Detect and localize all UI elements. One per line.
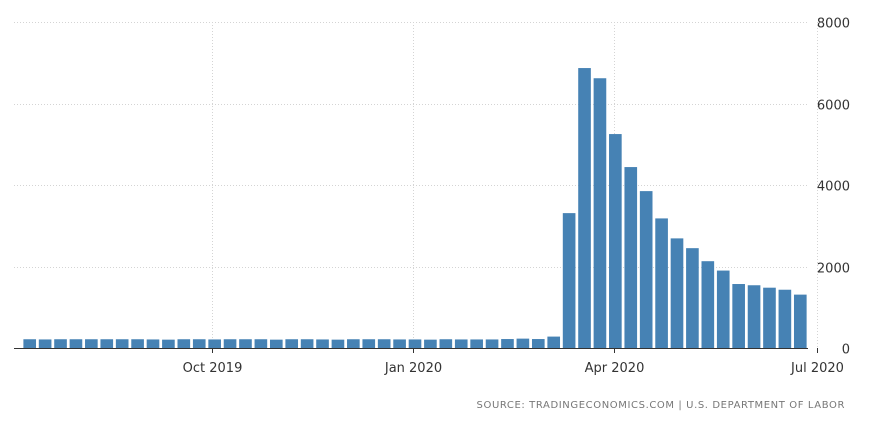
- bar: [593, 78, 607, 349]
- bar: [655, 218, 668, 348]
- bar: [377, 339, 391, 348]
- bar: [439, 339, 453, 348]
- bar: [269, 339, 283, 348]
- bar: [470, 339, 483, 348]
- bar: [69, 339, 83, 348]
- bar: [54, 339, 67, 348]
- bar: [85, 339, 98, 348]
- x-tick-label: Jan 2020: [384, 361, 442, 376]
- bar: [562, 213, 576, 348]
- bar: [208, 339, 221, 348]
- bar: [424, 339, 437, 348]
- x-tick-label: Jul 2020: [790, 361, 844, 376]
- bar: [192, 339, 206, 348]
- bar: [131, 339, 144, 348]
- bar: [624, 167, 638, 348]
- bar: [239, 339, 252, 348]
- bar: [393, 339, 406, 348]
- bar: [763, 287, 776, 348]
- y-tick-label: 0: [842, 343, 850, 358]
- bar: [732, 284, 745, 348]
- bar: [300, 339, 314, 348]
- x-tick-label: Oct 2019: [183, 361, 243, 376]
- y-tick-label: 8000: [817, 17, 850, 32]
- bar: [100, 339, 114, 348]
- bar: [670, 238, 684, 348]
- bar: [23, 339, 37, 348]
- source-attribution: SOURCE: TRADINGECONOMICS.COM | U.S. DEPA…: [477, 400, 845, 411]
- bar: [485, 339, 499, 348]
- y-tick-label: 6000: [817, 99, 850, 114]
- bar: [793, 294, 807, 348]
- bar: [285, 339, 299, 348]
- bar: [316, 339, 329, 348]
- bar: [115, 339, 129, 348]
- bar: [639, 191, 653, 348]
- bar: [609, 134, 622, 348]
- bar: [778, 289, 792, 348]
- bar: [547, 336, 561, 348]
- bar: [578, 68, 591, 349]
- bar: [701, 261, 715, 348]
- bar: [454, 339, 468, 348]
- bar: [347, 339, 360, 348]
- bar: [408, 339, 422, 348]
- bar: [747, 285, 761, 348]
- bar: [177, 339, 191, 348]
- bar: [331, 339, 345, 348]
- bar: [531, 339, 545, 348]
- bar: [146, 339, 160, 348]
- bar: [162, 339, 175, 348]
- x-tick-label: Apr 2020: [585, 361, 645, 376]
- bar: [501, 339, 514, 348]
- y-tick-label: 4000: [817, 180, 850, 195]
- bar: [516, 338, 530, 348]
- bar: [362, 339, 376, 348]
- bar: [254, 339, 268, 348]
- y-tick-label: 2000: [817, 262, 850, 277]
- bar-layer: [23, 68, 807, 349]
- axis-layer: 0 2000 4000 6000 8000 Oct 2019 Jan 2020 Apr 202…: [14, 17, 850, 376]
- bar: [223, 339, 237, 348]
- bar: [716, 270, 730, 348]
- bar: [686, 248, 699, 348]
- bar: [38, 339, 52, 348]
